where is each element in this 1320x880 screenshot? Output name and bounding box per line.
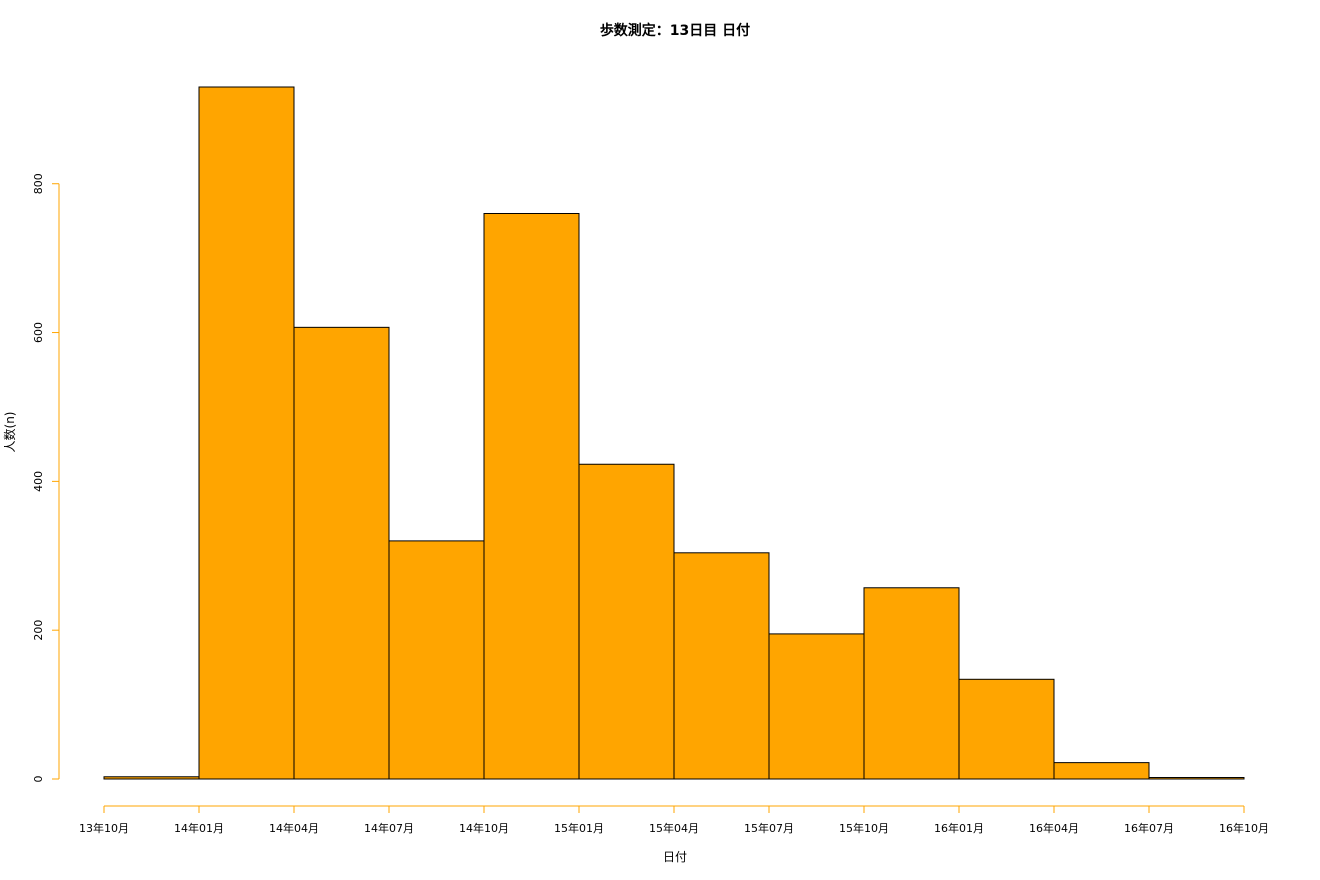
bar-11 [1148, 777, 1245, 780]
bar-6 [673, 552, 770, 780]
y-tick-label-3: 600 [32, 322, 45, 343]
y-tick-label-0: 0 [32, 776, 45, 783]
bar-5 [578, 463, 675, 780]
y-tick-label-4: 800 [32, 173, 45, 194]
bar-2 [293, 326, 390, 780]
x-tick-label-7: 15年07月 [744, 821, 794, 835]
x-tick-label-5: 15年01月 [554, 821, 604, 835]
x-tick-label-0: 13年10月 [79, 821, 129, 835]
y-tick-label-2: 400 [32, 471, 45, 492]
bar-10 [1053, 762, 1150, 780]
x-tick-label-8: 15年10月 [839, 821, 889, 835]
x-tick-label-6: 15年04月 [649, 821, 699, 835]
bar-7 [768, 633, 865, 780]
x-tick-label-1: 14年01月 [174, 821, 224, 835]
x-tick-label-4: 14年10月 [459, 821, 509, 835]
bar-4 [483, 212, 580, 780]
bar-8 [863, 587, 960, 780]
y-axis-label: 人数(n) [2, 412, 17, 453]
bar-9 [958, 678, 1055, 780]
x-tick-label-10: 16年04月 [1029, 821, 1079, 835]
x-tick-label-12: 16年10月 [1219, 821, 1269, 835]
x-tick-label-11: 16年07月 [1124, 821, 1174, 835]
bar-0 [103, 776, 200, 780]
y-axis: 0 200 400 600 800 [32, 173, 60, 783]
bar-3 [388, 540, 485, 780]
bar-1 [198, 86, 295, 780]
bars-group [103, 86, 1245, 780]
x-axis: 13年10月 14年01月 14年04月 14年07月 14年10月 15年01月 15年0… [79, 805, 1269, 835]
y-tick-label-1: 200 [32, 620, 45, 641]
x-axis-label: 日付 [663, 850, 687, 864]
chart-title: 歩数測定：13日目 日付 [600, 22, 750, 39]
x-tick-label-2: 14年04月 [269, 821, 319, 835]
x-tick-label-9: 16年01月 [934, 821, 984, 835]
x-tick-label-3: 14年07月 [364, 821, 414, 835]
